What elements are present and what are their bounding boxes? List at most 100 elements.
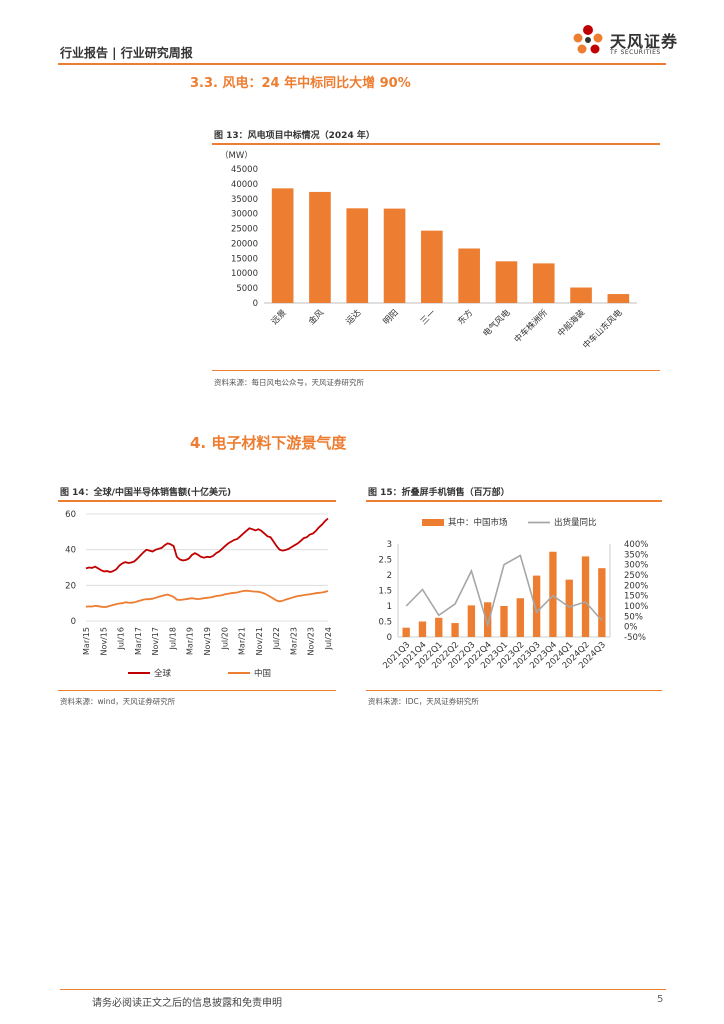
fig15-y-right-tick-label: 350% xyxy=(624,550,648,560)
footer-divider xyxy=(60,989,666,990)
fig13-x-tick-label: 三一 xyxy=(419,308,438,327)
fig14-y-tick-label: 40 xyxy=(65,546,76,556)
fig15-y-right-tick-label: 400% xyxy=(624,540,648,550)
fig14-x-tick-label: Jul/16 xyxy=(117,627,126,651)
fig13-x-tick-label: 明阳 xyxy=(382,308,401,327)
fig13-x-tick-label: 中车山东风电 xyxy=(581,307,625,351)
fig15-y-left-tick-label: 2 xyxy=(387,571,392,581)
figure-14-chart: 0 20 40 60 Mar/15 Nov/15 Jul/16 Mar/17 Nov/17 Jul… xyxy=(65,510,333,679)
fig13-x-tick-label: 中车株洲所 xyxy=(512,307,550,345)
figure-14-source: 资料来源：wind，天风证券研究所 xyxy=(60,697,176,706)
logo-subtext: TF SECURITIES xyxy=(610,49,661,56)
fig14-y-tick-label: 0 xyxy=(71,617,76,627)
fig15-legend-swatch-bar xyxy=(422,519,444,526)
fig14-x-tick-label: Nov/19 xyxy=(203,627,212,656)
fig13-x-tick-label: 运达 xyxy=(344,307,364,327)
fig14-x-tick-label: Mar/19 xyxy=(186,627,195,655)
fig13-y-tick-label: 15000 xyxy=(231,254,258,264)
fig15-y-left-tick-label: 2.5 xyxy=(378,556,392,566)
fig13-x-tick-label: 电气风电 xyxy=(481,307,513,339)
fig14-x-tick-label: Nov/21 xyxy=(255,627,264,656)
fig13-bar xyxy=(495,261,518,303)
fig15-y-left-tick-label: 1 xyxy=(387,602,392,612)
fig15-y-right-tick-label: 50% xyxy=(624,612,643,622)
figure-13-bottom-rule xyxy=(212,370,660,371)
fig14-x-tick-label: Jul/22 xyxy=(272,627,281,651)
fig13-x-tick-label: 中船海装 xyxy=(555,307,587,339)
figure-13-title: 图 13：风电项目中标情况（2024 年） xyxy=(214,131,375,141)
figure-14-title: 图 14：全球/中国半导体销售额(十亿美元) xyxy=(60,488,232,498)
fig15-y-right-tick-label: 0% xyxy=(624,623,638,633)
fig15-bar xyxy=(467,605,476,637)
section-3-3-title: 3.3. 风电：24 年中标同比大增 90% xyxy=(190,76,411,91)
fig13-bar xyxy=(607,294,630,303)
fig14-series-line-中国 xyxy=(85,589,329,609)
fig14-x-tick-label: Mar/15 xyxy=(82,627,91,655)
footer-disclaimer: 请务必阅读正文之后的信息披露和免责申明 xyxy=(92,998,282,1009)
fig13-y-tick-label: 0 xyxy=(253,299,258,309)
fig13-y-tick-label: 35000 xyxy=(231,195,258,205)
fig14-y-tick-label: 20 xyxy=(65,581,76,591)
fig15-bar xyxy=(549,551,557,637)
fig15-bar xyxy=(565,579,573,637)
page-number: 5 xyxy=(657,994,664,1005)
fig15-y-right-tick-label: 150% xyxy=(624,592,648,602)
figure-15-chart: 0 0.5 1 1.5 2 2.5 3 -50%0%50%100%150%200%250%30… xyxy=(378,517,648,671)
fig13-y-tick-label: 25000 xyxy=(231,225,258,235)
fig15-y-right-tick-label: 300% xyxy=(624,561,648,571)
fig15-y-left-tick-label: 1.5 xyxy=(378,587,392,597)
fig15-legend-label: 其中：中国市场 xyxy=(448,517,508,528)
fig15-bar xyxy=(500,606,508,637)
fig15-y-left-tick-label: 0 xyxy=(387,633,392,643)
fig14-x-tick-label: Mar/17 xyxy=(134,627,143,655)
logo-flower-icon xyxy=(573,25,603,54)
fig14-legend-label: 中国 xyxy=(254,668,271,679)
fig15-bar xyxy=(532,575,541,637)
fig13-y-tick-label: 40000 xyxy=(231,180,258,190)
figure-13-top-rule xyxy=(212,143,660,145)
fig14-x-tick-label: Nov/23 xyxy=(307,627,316,656)
fig15-legend-label: 出货量同比 xyxy=(554,517,597,528)
fig14-x-tick-label: Nov/17 xyxy=(151,627,160,656)
fig13-bar xyxy=(383,208,406,303)
fig13-bar xyxy=(309,191,331,303)
fig13-y-tick-label: 20000 xyxy=(231,239,258,249)
fig15-bar xyxy=(451,623,459,637)
section-4-title: 4. 电子材料下游景气度 xyxy=(190,434,347,452)
fig13-bar xyxy=(570,287,592,303)
fig15-y-right-tick-label: -50% xyxy=(624,633,646,643)
fig13-bar xyxy=(271,188,294,303)
figure-13-source: 资料来源：每日风电公众号，天风证券研究所 xyxy=(214,378,364,387)
fig15-bar xyxy=(598,568,606,637)
figure-14-bottom-rule xyxy=(58,690,336,691)
fig14-x-tick-label: Mar/23 xyxy=(289,627,298,655)
fig14-legend-label: 全球 xyxy=(154,668,172,679)
fig13-x-tick-label: 东方 xyxy=(455,307,475,327)
figure-15-title: 图 15：折叠屏手机销售（百万部） xyxy=(368,488,510,498)
fig15-y-right-tick-label: 250% xyxy=(624,571,648,581)
fig15-bar xyxy=(581,556,590,637)
fig13-y-unit-label: （MW） xyxy=(220,150,253,161)
header-divider xyxy=(58,63,666,65)
fig13-x-tick-label: 金风 xyxy=(306,307,326,327)
fig15-y-right-tick-label: 100% xyxy=(624,602,648,612)
fig15-bar xyxy=(418,621,427,637)
figure-15-bottom-rule xyxy=(366,690,662,691)
fig13-x-tick-label: 远景 xyxy=(270,308,289,327)
fig15-bar xyxy=(516,598,524,637)
fig13-bar xyxy=(458,248,480,303)
fig14-x-tick-label: Jul/24 xyxy=(324,627,333,651)
report-header-title: 行业报告 | 行业研究周报 xyxy=(60,46,193,60)
fig15-bar xyxy=(484,602,492,637)
logo-text: 天风证券 xyxy=(610,32,679,51)
fig13-y-tick-label: 5000 xyxy=(236,284,258,294)
figure-14-top-rule xyxy=(58,500,336,502)
fig15-y-left-tick-label: 3 xyxy=(387,540,392,550)
fig15-y-left-tick-label: 0.5 xyxy=(378,618,392,628)
fig13-y-tick-label: 30000 xyxy=(231,210,258,220)
figure-15-source: 资料来源：IDC，天风证券研究所 xyxy=(368,697,479,706)
fig14-x-tick-label: Jul/20 xyxy=(220,627,229,651)
fig14-x-tick-label: Mar/21 xyxy=(238,627,247,655)
figure-13-chart: （MW） 0 5000 10000 15000 20000 25000 30000 35000 4… xyxy=(220,150,637,351)
fig15-bar xyxy=(402,627,410,637)
